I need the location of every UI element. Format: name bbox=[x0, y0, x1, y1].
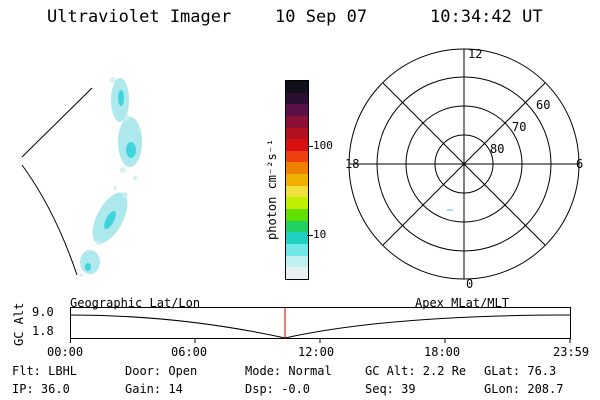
colorbar-segment bbox=[286, 185, 308, 198]
geographic-map bbox=[21, 77, 142, 277]
timeline-y-top: 9.0 bbox=[32, 305, 54, 319]
seq-info: Seq: 39 bbox=[365, 382, 416, 396]
timeline-frame bbox=[70, 307, 571, 339]
colorbar-segment bbox=[286, 267, 308, 279]
colorbar-segment bbox=[286, 174, 308, 186]
colorbar-label-100: 100 bbox=[313, 139, 333, 152]
polar-plot bbox=[348, 48, 580, 280]
polar-label-dusk: 18 bbox=[345, 157, 360, 171]
colorbar-segment bbox=[286, 232, 308, 244]
colorbar-segment bbox=[286, 255, 308, 268]
gain-info: Gain: 14 bbox=[125, 382, 183, 396]
colorbar-segment bbox=[286, 104, 308, 116]
filter-info: Flt: LBHL bbox=[12, 364, 78, 378]
polar-label-dawn: 6 bbox=[576, 157, 584, 171]
colorbar-tick-100 bbox=[307, 146, 313, 147]
polar-emission-dot bbox=[447, 209, 453, 211]
dsp-info: Dsp: -0.0 bbox=[245, 382, 311, 396]
colorbar-unit-label: photon cm⁻²s⁻¹ bbox=[265, 138, 279, 240]
gc-alt-info: GC Alt: 2.2 Re bbox=[365, 364, 467, 378]
aurora-emission-bright bbox=[85, 90, 136, 271]
colorbar bbox=[285, 80, 309, 280]
mode-info: Mode: Normal bbox=[245, 364, 332, 378]
colorbar-segment bbox=[286, 139, 308, 151]
polar-diag-2 bbox=[382, 82, 546, 246]
map-boundary-upper bbox=[21, 87, 93, 158]
aurora-emission bbox=[80, 78, 142, 274]
colorbar-segment bbox=[286, 162, 308, 175]
polar-label-noon: 12 bbox=[468, 47, 483, 61]
timeline-right-title: Apex MLat/MLT bbox=[415, 296, 509, 310]
map-boundary-lower bbox=[21, 164, 78, 276]
glat-info: GLat: 76.3 bbox=[484, 364, 557, 378]
instrument-title: Ultraviolet Imager bbox=[47, 7, 232, 27]
colorbar-segment bbox=[286, 115, 308, 128]
altitude-curve bbox=[70, 314, 571, 339]
time-label-0: 00:00 bbox=[47, 345, 84, 359]
door-info: Door: Open bbox=[125, 364, 198, 378]
polar-lat-label-70: 70 bbox=[512, 120, 527, 134]
time-label: 10:34:42 UT bbox=[430, 7, 543, 27]
date-label: 10 Sep 07 bbox=[275, 7, 368, 27]
time-label-3: 18:00 bbox=[424, 345, 461, 359]
polar-lat-label-80: 80 bbox=[490, 142, 505, 156]
ip-info: IP: 36.0 bbox=[12, 382, 70, 396]
aurora-speckle bbox=[79, 77, 141, 277]
timeline-y-label: GC Alt bbox=[12, 302, 26, 346]
colorbar-segment bbox=[286, 81, 308, 93]
colorbar-segment bbox=[286, 92, 308, 105]
colorbar-segment bbox=[286, 150, 308, 163]
colorbar-tick-10 bbox=[307, 235, 313, 236]
colorbar-segment bbox=[286, 220, 308, 233]
colorbar-segment bbox=[286, 127, 308, 140]
time-label-1: 06:00 bbox=[171, 345, 208, 359]
time-label-2: 12:00 bbox=[298, 345, 335, 359]
glon-info: GLon: 208.7 bbox=[484, 382, 564, 396]
time-label-4: 23:59 bbox=[553, 345, 590, 359]
colorbar-segment bbox=[286, 197, 308, 210]
timeline-left-title: Geographic Lat/Lon bbox=[70, 296, 201, 310]
timeline-y-bottom: 1.8 bbox=[32, 324, 54, 338]
polar-lat-label-60: 60 bbox=[536, 98, 551, 112]
polar-label-midnight: 0 bbox=[466, 277, 474, 291]
colorbar-segment bbox=[286, 209, 308, 221]
colorbar-label-10: 10 bbox=[313, 228, 327, 241]
colorbar-segment bbox=[286, 243, 308, 256]
timeline-plot bbox=[70, 307, 571, 343]
